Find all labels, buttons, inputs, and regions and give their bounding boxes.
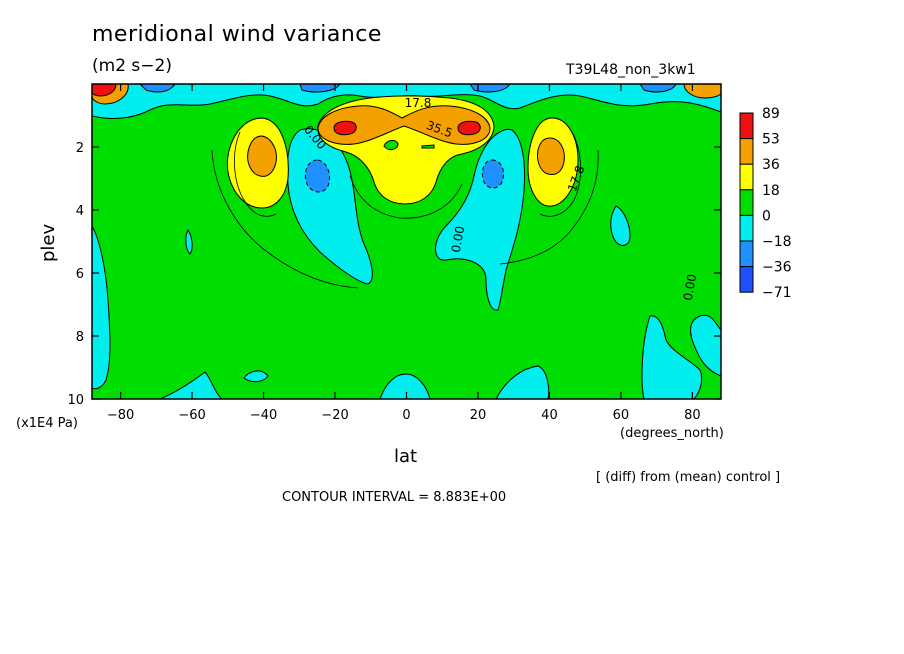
legend-level-label: 89 — [762, 106, 780, 122]
contour-interval: CONTOUR INTERVAL = 8.883E+00 — [282, 490, 507, 505]
negative-region-bottom-4 — [495, 365, 550, 399]
legend-swatch — [739, 240, 754, 268]
x-tick-label: −40 — [250, 408, 277, 423]
x-tick-label: 60 — [613, 408, 630, 423]
contour-line-3 — [349, 175, 463, 219]
x-tick-label: −20 — [321, 408, 348, 423]
negative-region-bottom-2 — [243, 370, 269, 383]
run-label: T39L48_non_3kw1 — [566, 62, 696, 78]
y-tick-label: 8 — [76, 330, 84, 345]
color-legend: 89 53 36 18 0 −18 −36 −71 — [739, 106, 792, 301]
legend-swatch — [739, 266, 754, 293]
legend-swatch — [739, 163, 754, 191]
positive-region-right-lobe-orange — [537, 137, 565, 175]
max-region-center-right — [457, 120, 481, 136]
positive-region-top-right — [683, 84, 721, 99]
negative-region-right-edge — [690, 314, 721, 377]
contour-line-2 — [499, 149, 599, 265]
diff-note: [ (diff) from (mean) control ] — [596, 470, 781, 485]
x-axis: −80 −60 −40 −20 0 20 40 60 80 — [107, 84, 701, 423]
x-tick-label: 80 — [684, 408, 701, 423]
contour-line-1 — [211, 149, 359, 289]
negative-region-bottom-5 — [641, 315, 703, 399]
negative-region-bottom-3 — [379, 373, 431, 399]
min-region-right — [481, 159, 505, 189]
contour-label: 0.00 — [449, 225, 467, 254]
legend-swatch — [739, 112, 754, 140]
contour-line-4 — [234, 131, 277, 217]
contour-label: 17.8 — [405, 96, 432, 110]
legend-level-label: −18 — [762, 234, 792, 250]
y-axis-label: plev — [38, 223, 59, 262]
chart-title: meridional wind variance — [92, 22, 382, 47]
y-tick-label: 6 — [76, 267, 84, 282]
x-axis-units: (degrees_north) — [620, 426, 724, 441]
y-tick-label: 4 — [76, 204, 84, 219]
legend-level-label: 53 — [762, 132, 780, 148]
positive-region-center-orange — [317, 105, 491, 145]
green-hole-center-2 — [421, 144, 435, 149]
chart-units: (m2 s−2) — [92, 56, 172, 76]
x-tick-label: −80 — [107, 408, 134, 423]
legend-level-label: 0 — [762, 208, 771, 224]
x-tick-label: −60 — [178, 408, 205, 423]
legend-swatch — [739, 138, 754, 165]
negative-region-left-edge — [92, 224, 111, 390]
contour-line-5 — [539, 131, 581, 217]
legend-level-label: 18 — [762, 183, 780, 199]
x-tick-label: 20 — [470, 408, 487, 423]
y-tick-label: 2 — [76, 141, 84, 156]
legend-swatch — [739, 214, 754, 242]
y-axis-units: (x1E4 Pa) — [16, 416, 78, 431]
green-hole-center-1 — [383, 139, 399, 151]
legend-level-label: −36 — [762, 260, 792, 276]
negative-region-lat-60 — [185, 229, 193, 255]
positive-region-left-lobe-orange — [247, 135, 277, 177]
negative-region-lat60 — [610, 205, 631, 246]
y-axis: 2 4 6 8 10 — [67, 141, 721, 408]
y-tick-label: 10 — [67, 393, 84, 408]
legend-swatch — [739, 189, 754, 216]
x-tick-label: 40 — [541, 408, 558, 423]
x-axis-label: lat — [394, 446, 418, 467]
negative-region-bottom-1 — [159, 371, 223, 399]
legend-level-label: −71 — [762, 285, 792, 301]
min-region-left — [304, 159, 331, 193]
max-region-center-left — [333, 120, 357, 136]
contour-label: 0.00 — [681, 273, 699, 302]
x-tick-label: 0 — [402, 408, 410, 423]
legend-level-label: 36 — [762, 157, 780, 173]
